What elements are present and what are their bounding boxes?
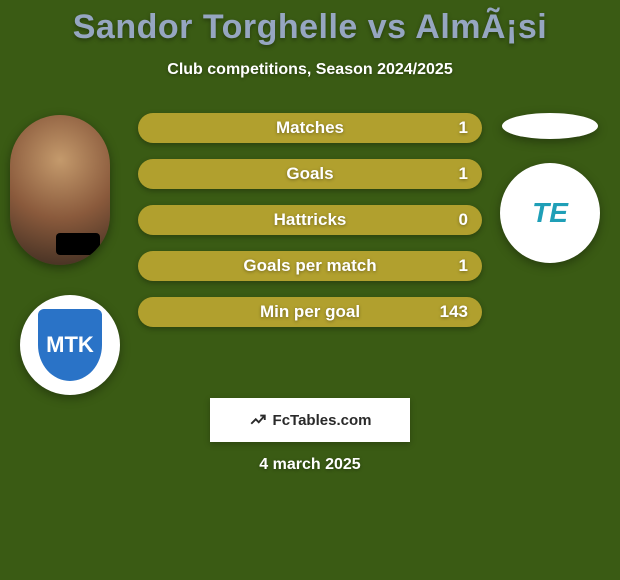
stat-label: Min per goal [260, 302, 360, 322]
club-right-logo: TE [500, 163, 600, 263]
page-title: Sandor Torghelle vs AlmÃ¡si [0, 0, 620, 47]
stat-label: Hattricks [274, 210, 347, 230]
stat-bar: Hattricks 0 [138, 205, 482, 235]
stat-bar: Matches 1 [138, 113, 482, 143]
page-subtitle: Club competitions, Season 2024/2025 [0, 61, 620, 79]
stat-bar: Goals per match 1 [138, 251, 482, 281]
stat-value: 143 [440, 302, 468, 322]
chart-icon [249, 411, 267, 429]
stat-label: Goals [286, 164, 333, 184]
player-left-avatar [10, 115, 110, 265]
stat-label: Goals per match [243, 256, 376, 276]
stat-bar: Goals 1 [138, 159, 482, 189]
club-right-label: TE [532, 197, 568, 229]
stat-value: 0 [459, 210, 468, 230]
club-left-label: MTK [46, 332, 94, 358]
club-left-logo: MTK [20, 295, 120, 395]
stat-value: 1 [459, 118, 468, 138]
player-right-ball [502, 113, 598, 139]
stat-label: Matches [276, 118, 344, 138]
stats-bars: Matches 1 Goals 1 Hattricks 0 Goals per … [138, 113, 482, 343]
stat-value: 1 [459, 164, 468, 184]
stat-value: 1 [459, 256, 468, 276]
stat-bar: Min per goal 143 [138, 297, 482, 327]
date-text: 4 march 2025 [259, 456, 360, 474]
branding-text: FcTables.com [273, 412, 372, 429]
comparison-card: Sandor Torghelle vs AlmÃ¡si Club competi… [0, 0, 620, 580]
branding-badge: FcTables.com [210, 398, 410, 442]
club-left-shield: MTK [38, 309, 102, 381]
